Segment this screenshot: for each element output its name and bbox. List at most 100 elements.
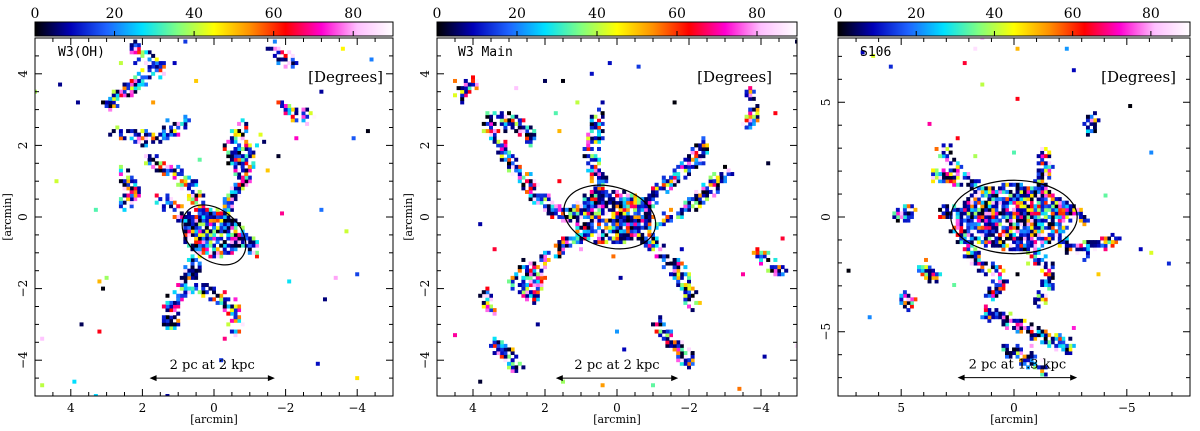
angle-pixel bbox=[955, 240, 960, 245]
angle-pixel bbox=[987, 229, 992, 234]
angle-pixel bbox=[161, 207, 166, 212]
angle-pixel bbox=[1012, 211, 1016, 216]
angle-pixel bbox=[955, 222, 960, 227]
angle-pixel bbox=[158, 197, 163, 202]
angle-pixel bbox=[140, 82, 145, 87]
angle-pixel bbox=[1019, 229, 1023, 234]
angle-pixel bbox=[927, 265, 932, 270]
angle-pixel bbox=[1015, 218, 1020, 223]
angle-pixel bbox=[1029, 222, 1034, 227]
angle-pixel bbox=[186, 189, 191, 194]
angle-pixel bbox=[1036, 215, 1041, 219]
angle-pixel bbox=[593, 157, 598, 162]
angle-pixel bbox=[1015, 247, 1020, 252]
angle-pixel bbox=[1033, 361, 1038, 366]
angle-pixel bbox=[251, 240, 256, 245]
angle-pixel bbox=[741, 272, 745, 277]
angle-pixel bbox=[633, 222, 637, 227]
angle-pixel bbox=[521, 186, 526, 191]
angle-pixel bbox=[564, 236, 569, 241]
angle-pixel bbox=[748, 100, 753, 105]
y-tick-label: 0 bbox=[819, 213, 833, 221]
angle-pixel bbox=[654, 197, 659, 202]
angle-pixel bbox=[687, 157, 691, 162]
angle-pixel bbox=[176, 182, 181, 187]
angle-pixel bbox=[517, 129, 522, 134]
angle-pixel bbox=[351, 136, 356, 141]
angle-pixel bbox=[990, 204, 995, 209]
angle-pixel bbox=[244, 121, 249, 126]
angle-pixel bbox=[492, 336, 497, 341]
angle-pixel bbox=[582, 154, 587, 159]
y-tick-label: −2 bbox=[418, 280, 432, 298]
angle-pixel bbox=[1005, 204, 1009, 209]
angle-pixel bbox=[600, 129, 605, 134]
angle-pixel bbox=[726, 172, 731, 177]
angle-pixel bbox=[976, 211, 981, 216]
colorbar-tick-label: 80 bbox=[1142, 6, 1160, 22]
angle-pixel bbox=[322, 297, 327, 302]
angle-pixel bbox=[215, 218, 220, 223]
angle-pixel bbox=[1029, 240, 1034, 245]
angle-pixel bbox=[244, 182, 249, 187]
angle-pixel bbox=[183, 114, 188, 119]
angle-pixel bbox=[179, 182, 184, 187]
angle-pixel bbox=[237, 186, 242, 191]
angle-pixel bbox=[651, 215, 655, 219]
angle-pixel bbox=[240, 322, 245, 327]
angle-pixel bbox=[983, 225, 988, 230]
angle-pixel bbox=[1078, 207, 1083, 212]
angle-pixel bbox=[169, 164, 174, 169]
angle-pixel bbox=[535, 322, 540, 327]
angle-pixel bbox=[906, 204, 911, 209]
angle-pixel bbox=[1001, 207, 1006, 212]
angle-pixel bbox=[586, 197, 591, 202]
angle-pixel bbox=[229, 240, 234, 245]
angle-pixel bbox=[1093, 129, 1097, 134]
angle-pixel bbox=[636, 218, 641, 223]
angle-pixel bbox=[1036, 218, 1041, 223]
angle-pixel bbox=[215, 225, 220, 230]
angle-pixel bbox=[1040, 229, 1045, 234]
angle-pixel bbox=[161, 315, 166, 320]
angle-pixel bbox=[589, 125, 594, 130]
angle-pixel bbox=[204, 229, 209, 234]
angle-pixel bbox=[194, 182, 199, 187]
angle-pixel bbox=[938, 172, 943, 177]
angle-pixel bbox=[183, 182, 188, 187]
angle-pixel bbox=[586, 139, 591, 144]
angle-pixel bbox=[1047, 333, 1052, 338]
angle-pixel bbox=[499, 150, 504, 155]
angle-pixel bbox=[161, 136, 166, 141]
angle-pixel bbox=[1040, 197, 1045, 202]
angle-pixel bbox=[122, 82, 127, 87]
angle-pixel bbox=[669, 218, 673, 223]
angle-pixel bbox=[165, 197, 170, 202]
angle-pixel bbox=[133, 186, 138, 191]
angle-pixel bbox=[528, 193, 533, 198]
angle-pixel bbox=[625, 229, 630, 234]
angle-pixel bbox=[126, 193, 131, 198]
angle-pixel bbox=[1036, 154, 1041, 159]
angle-pixel bbox=[579, 204, 583, 209]
angle-pixel bbox=[780, 272, 785, 277]
angle-pixel bbox=[643, 207, 648, 212]
angle-pixel bbox=[759, 254, 763, 259]
angle-pixel bbox=[233, 164, 238, 169]
angle-pixel bbox=[126, 197, 131, 202]
angle-pixel bbox=[557, 179, 562, 184]
angle-pixel bbox=[212, 297, 216, 302]
angle-pixel bbox=[643, 211, 648, 216]
angle-pixel bbox=[589, 132, 594, 137]
angle-pixel bbox=[240, 225, 245, 230]
angle-pixel bbox=[654, 329, 659, 334]
angle-pixel bbox=[586, 164, 591, 169]
angle-pixel bbox=[158, 61, 163, 66]
angle-pixel bbox=[151, 61, 156, 66]
angle-pixel bbox=[654, 254, 659, 259]
angle-pixel bbox=[589, 179, 594, 184]
angle-pixel bbox=[244, 232, 249, 237]
angle-pixel bbox=[143, 136, 148, 141]
angle-pixel bbox=[1022, 325, 1027, 330]
angle-pixel bbox=[283, 53, 288, 58]
